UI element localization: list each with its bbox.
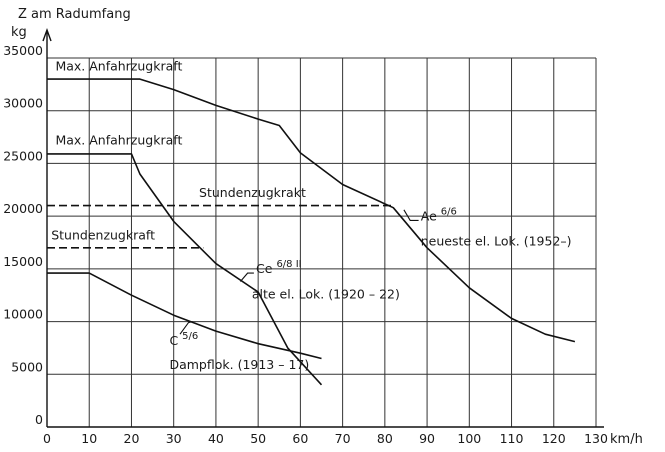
y-tick-label: 5000 <box>11 359 43 374</box>
annotation-leader <box>179 321 193 335</box>
grid <box>47 57 597 427</box>
annotation-label: Max. Anfahrzugkraft <box>55 59 182 74</box>
x-tick-label: 110 <box>500 431 524 446</box>
x-tick-label: 90 <box>419 431 435 446</box>
annotations: Max. Anfahrzugkraft Max. Anfahrzugkraft St… <box>51 59 571 372</box>
y-tick-label: 10000 <box>3 307 43 322</box>
x-tick-label: 70 <box>335 431 351 446</box>
annotation-label: Dampflok. (1913 – 17) <box>169 357 309 372</box>
y-tick-label: 20000 <box>3 201 43 216</box>
x-tick-label: 80 <box>377 431 393 446</box>
series-line-2 <box>47 153 323 386</box>
x-tick-label: 130 <box>584 431 608 446</box>
y-tick-label: 30000 <box>3 96 43 111</box>
x-tick-label: 100 <box>457 431 481 446</box>
x-tick-label: 10 <box>81 431 97 446</box>
series-line-3 <box>47 78 576 343</box>
x-tick-label: 30 <box>166 431 182 446</box>
annotation-label: Stundenzugkrakt <box>199 185 306 200</box>
axes: 0 10 20 30 40 50 60 70 80 90 100 110 120 130 0 5000 1000… <box>3 7 643 447</box>
series-line-1 <box>47 272 322 360</box>
annotation-superscript: 5/6 <box>182 331 198 342</box>
y-axis-unit: kg <box>11 25 27 40</box>
annotation-label: C 5/6 <box>169 331 198 348</box>
series-group <box>47 78 576 386</box>
x-tick-label: 120 <box>542 431 566 446</box>
x-axis-label: km/h <box>610 432 643 447</box>
annotation-label: alte el. Lok. (1920 – 22) <box>252 286 400 301</box>
x-tick-label: 0 <box>43 431 51 446</box>
annotation-label: Max. Anfahrzugkraft <box>55 132 182 147</box>
y-tick-label: 35000 <box>3 43 43 58</box>
annotation-superscript: 6/8 II <box>276 259 301 270</box>
y-tick-label: 0 <box>35 412 43 427</box>
y-axis-arrow-icon <box>42 27 52 42</box>
annotation-label: Stundenzugkraft <box>51 227 155 242</box>
x-tick-label: 40 <box>208 431 224 446</box>
annotation-leader <box>403 209 419 221</box>
annotation-label: Ce 6/8 II <box>256 259 302 276</box>
y-tick-label: 15000 <box>3 254 43 269</box>
annotation-label: Ae 6/6 <box>421 206 457 223</box>
annotation-label: neueste el. Lok. (1952–) <box>421 234 572 249</box>
annotation-superscript: 6/6 <box>441 206 457 217</box>
x-tick-label: 60 <box>292 431 308 446</box>
y-tick-label: 25000 <box>3 148 43 163</box>
y-axis-title: Z am Radumfang <box>18 7 131 22</box>
annotation-leader <box>239 272 254 282</box>
x-tick-label: 20 <box>124 431 140 446</box>
x-tick-label: 50 <box>250 431 266 446</box>
